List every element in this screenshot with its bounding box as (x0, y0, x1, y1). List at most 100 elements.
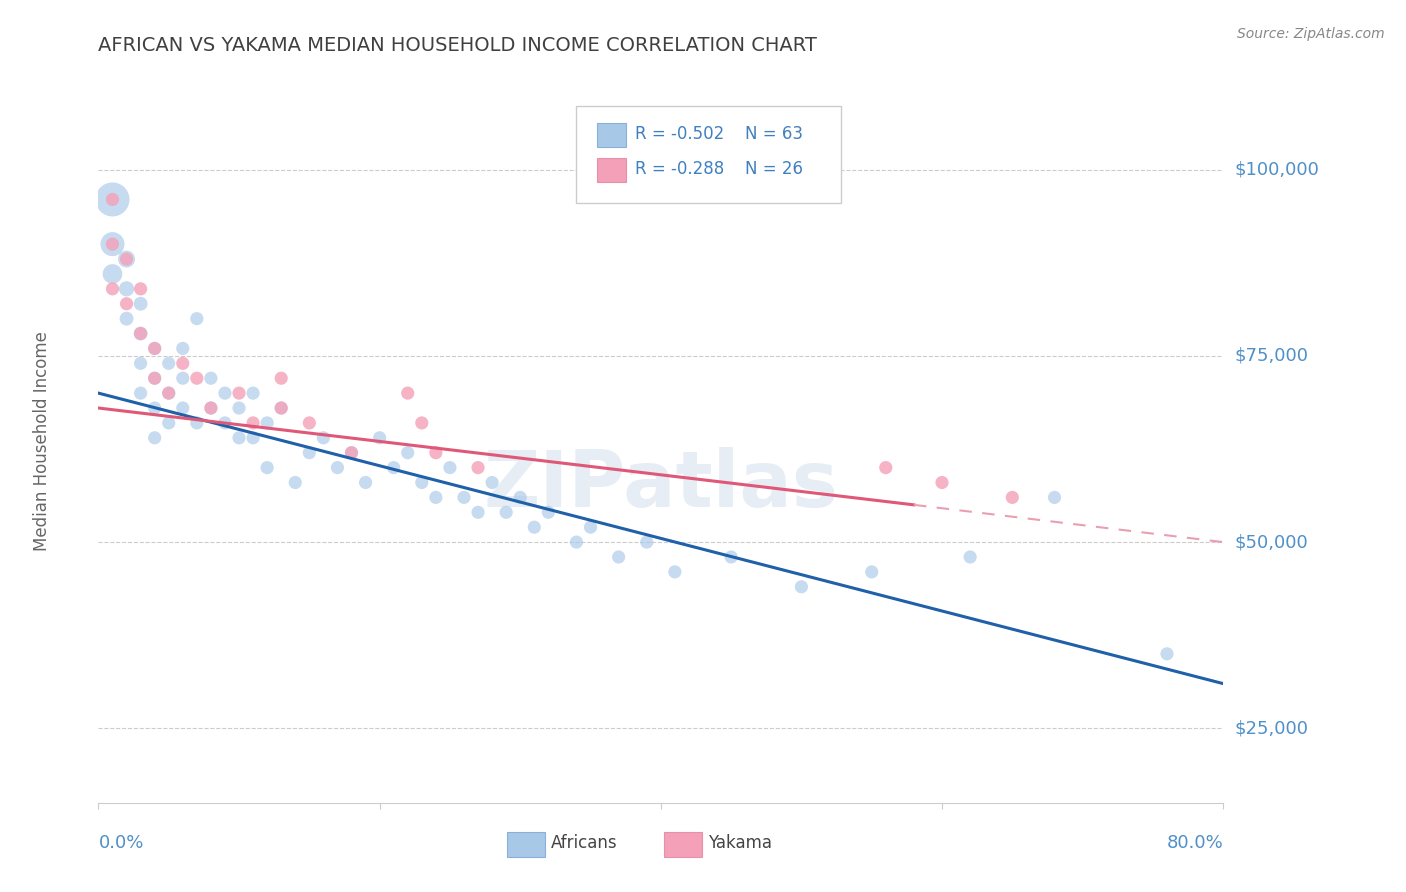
Text: Yakama: Yakama (709, 833, 772, 852)
Point (354, 475, 377, 490)
Point (143, 371, 166, 385)
Point (115, 311, 138, 326)
Point (1001, 491, 1024, 505)
Point (143, 401, 166, 415)
Point (143, 431, 166, 445)
Point (186, 311, 208, 326)
Point (242, 431, 264, 445)
Point (396, 446, 419, 460)
Text: Source: ZipAtlas.com: Source: ZipAtlas.com (1237, 27, 1385, 41)
Point (270, 401, 292, 415)
Point (228, 401, 250, 415)
Point (115, 252, 138, 266)
Point (1156, 647, 1178, 661)
Point (382, 460, 405, 475)
Point (143, 342, 166, 356)
Point (425, 446, 447, 460)
Point (579, 520, 602, 534)
Text: $75,000: $75,000 (1234, 347, 1309, 365)
Point (172, 401, 194, 415)
Point (129, 386, 152, 401)
Point (200, 401, 222, 415)
Point (214, 386, 236, 401)
Point (607, 549, 630, 564)
Point (115, 282, 138, 296)
Point (340, 446, 363, 460)
Point (425, 491, 447, 505)
Text: Median Household Income: Median Household Income (34, 332, 51, 551)
Point (242, 416, 264, 430)
Point (439, 460, 461, 475)
Text: ZIPatlas: ZIPatlas (484, 447, 838, 523)
Point (143, 371, 166, 385)
Point (467, 505, 489, 519)
Text: $100,000: $100,000 (1234, 161, 1319, 178)
Point (129, 326, 152, 341)
Point (959, 549, 981, 564)
Text: N = 63: N = 63 (745, 126, 803, 144)
Point (228, 431, 250, 445)
Point (664, 565, 686, 579)
Point (129, 326, 152, 341)
Point (186, 371, 208, 385)
Point (157, 356, 180, 370)
FancyBboxPatch shape (596, 158, 626, 182)
Point (1043, 491, 1066, 505)
Point (101, 193, 124, 207)
Point (411, 475, 433, 490)
Point (115, 252, 138, 266)
Text: Africans: Africans (551, 833, 617, 852)
FancyBboxPatch shape (596, 123, 626, 147)
Point (284, 475, 307, 490)
Point (860, 565, 883, 579)
Point (157, 416, 180, 430)
Point (720, 549, 742, 564)
Point (172, 342, 194, 356)
Point (326, 460, 349, 475)
Point (101, 237, 124, 252)
Point (101, 267, 124, 281)
Point (565, 535, 588, 549)
Point (101, 282, 124, 296)
Text: $25,000: $25,000 (1234, 719, 1309, 738)
Point (790, 580, 813, 594)
Point (368, 431, 391, 445)
Point (256, 416, 278, 430)
Point (129, 282, 152, 296)
Point (537, 505, 560, 519)
Point (523, 520, 546, 534)
Point (340, 446, 363, 460)
Point (214, 416, 236, 430)
Text: 0.0%: 0.0% (98, 833, 143, 852)
Point (129, 297, 152, 311)
Point (312, 431, 335, 445)
Point (411, 416, 433, 430)
FancyBboxPatch shape (506, 832, 546, 857)
Point (143, 342, 166, 356)
Text: 80.0%: 80.0% (1167, 833, 1223, 852)
Point (931, 475, 953, 490)
Point (467, 460, 489, 475)
FancyBboxPatch shape (576, 105, 841, 203)
Point (101, 237, 124, 252)
Point (481, 475, 503, 490)
Point (495, 505, 517, 519)
Text: R = -0.502: R = -0.502 (636, 126, 724, 144)
Point (509, 491, 531, 505)
Text: $50,000: $50,000 (1234, 533, 1308, 551)
Point (396, 386, 419, 401)
Point (270, 401, 292, 415)
Point (200, 401, 222, 415)
Point (636, 535, 658, 549)
Point (298, 416, 321, 430)
Text: N = 26: N = 26 (745, 161, 803, 178)
Point (186, 416, 208, 430)
Point (157, 386, 180, 401)
Point (157, 386, 180, 401)
Point (200, 371, 222, 385)
Point (172, 371, 194, 385)
Point (228, 386, 250, 401)
FancyBboxPatch shape (664, 832, 703, 857)
Point (453, 491, 475, 505)
Point (172, 356, 194, 370)
